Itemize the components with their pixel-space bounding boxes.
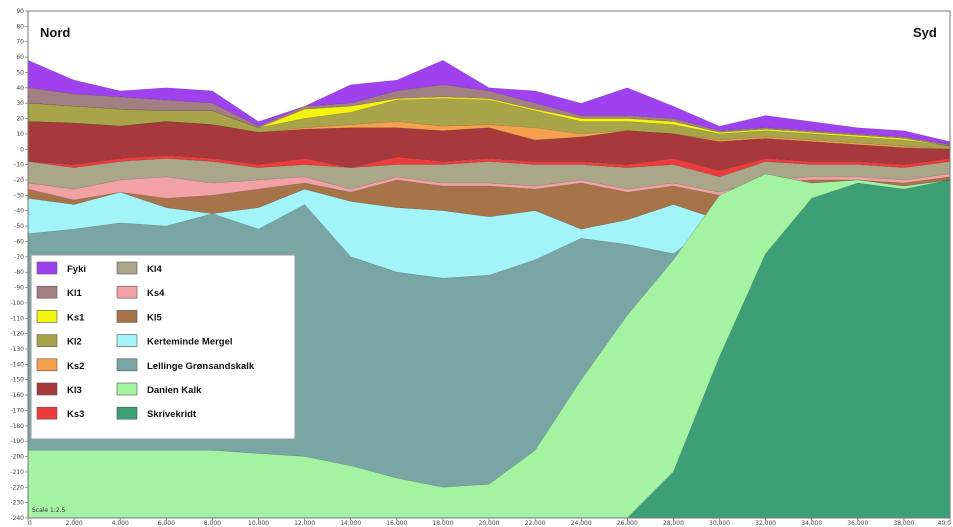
x-tick-label: 14,000 — [340, 520, 361, 527]
x-tick-label: 30,000 — [709, 520, 730, 527]
x-tick-label: 20,000 — [479, 520, 500, 527]
x-tick-label: 22,000 — [525, 520, 546, 527]
x-tick-label: 38,000 — [893, 520, 914, 527]
legend-label-kl4: Kl4 — [147, 264, 163, 275]
legend-swatch-kl5 — [116, 310, 138, 323]
x-tick-label: 24,000 — [571, 520, 592, 527]
y-tick-label: 10 — [16, 131, 24, 138]
legend-label-ks1: Ks1 — [67, 312, 85, 323]
legend-label-fyki: Fyki — [67, 264, 86, 275]
x-tick-label: 32,000 — [755, 520, 776, 527]
legend-label-kl1: Kl1 — [67, 288, 83, 299]
y-tick-label: -130 — [10, 346, 24, 353]
x-tick-label: 6,000 — [158, 520, 175, 527]
y-tick-label: 80 — [16, 23, 24, 30]
y-tick-label: -60 — [14, 238, 24, 245]
legend-swatch-ks1 — [36, 310, 58, 323]
legend-swatch-ks2 — [36, 358, 58, 372]
legend: Fyki Kl1 Ks1 Kl2 Ks2 Kl3 Ks3 Kl4 Ks4 Kl5 Kertemind… — [30, 254, 296, 440]
y-tick-label: -170 — [10, 407, 24, 414]
legend-swatch-ks4 — [116, 285, 138, 299]
legend-swatch-skrivekridt — [116, 406, 138, 420]
y-tick-label: 90 — [16, 8, 24, 15]
y-tick-label: 20 — [16, 116, 24, 123]
south-label: Syd — [913, 25, 937, 40]
y-tick-label: -80 — [14, 269, 24, 276]
y-tick-label: 40 — [16, 85, 24, 92]
legend-label-danien-kalk: Danien Kalk — [147, 385, 202, 396]
y-tick-label: -120 — [10, 331, 24, 338]
y-tick-label: -200 — [10, 454, 24, 461]
y-tick-label: -230 — [10, 500, 24, 507]
y-tick-label: -210 — [10, 469, 24, 476]
legend-label-kl3: Kl3 — [67, 385, 82, 396]
y-axis: 90 80 70 60 50 40 30 20 10 0 -10 -20 -30 -40 -50 -60 -70… — [10, 8, 28, 522]
legend-swatch-lellinge-gr-nsandskalk — [116, 358, 138, 372]
legend-label-ks2: Ks2 — [67, 361, 84, 372]
y-tick-label: -50 — [14, 223, 24, 230]
legend-label-ks4: Ks4 — [147, 288, 165, 299]
y-tick-label: 60 — [16, 54, 24, 61]
legend-swatch-danien-kalk — [116, 382, 138, 396]
y-tick-label: -40 — [14, 208, 24, 215]
y-tick-label: -240 — [10, 515, 24, 522]
legend-items: Fyki Kl1 Ks1 Kl2 Ks2 Kl3 Ks3 Kl4 Ks4 Kl5 Kertemind… — [36, 261, 255, 420]
x-tick-label: 26,000 — [617, 520, 638, 527]
scale-label: Scale 1:2.5 — [32, 507, 66, 514]
legend-label-kl2: Kl2 — [67, 337, 82, 348]
y-tick-label: 0 — [20, 146, 24, 153]
legend-swatch-kerteminde-mergel — [116, 334, 138, 347]
legend-swatch-kl2 — [36, 334, 58, 347]
x-tick-label: 4,000 — [112, 520, 129, 527]
y-tick-label: -10 — [14, 162, 24, 169]
y-tick-label: -110 — [10, 315, 24, 322]
y-tick-label: 30 — [16, 100, 24, 107]
legend-swatch-kl1 — [36, 285, 58, 299]
legend-label-ks3: Ks3 — [67, 409, 84, 420]
x-tick-label: 2,000 — [66, 520, 83, 527]
legend-label-skrivekridt: Skrivekridt — [147, 409, 197, 420]
legend-label-kl5: Kl5 — [147, 312, 163, 323]
y-tick-label: -70 — [14, 254, 24, 261]
north-label: Nord — [40, 25, 70, 40]
y-tick-label: 70 — [16, 39, 24, 46]
legend-swatch-kl4 — [116, 261, 138, 275]
y-tick-label: -20 — [14, 177, 24, 184]
y-tick-label: -180 — [10, 423, 24, 430]
x-tick-label: 34,000 — [801, 520, 822, 527]
legend-swatch-ks3 — [36, 406, 58, 420]
y-tick-label: -30 — [14, 192, 24, 199]
y-tick-label: -220 — [10, 484, 24, 491]
y-tick-label: -140 — [10, 361, 24, 368]
y-tick-label: 50 — [16, 69, 24, 76]
y-tick-label: -90 — [14, 285, 24, 292]
x-tick-label: 16,000 — [386, 520, 407, 527]
legend-box — [30, 254, 296, 440]
y-tick-label: -160 — [10, 392, 24, 399]
x-axis: 0 2,000 4,000 6,000 8,000 10,000 12,000 14,000 1… — [27, 518, 952, 527]
legend-swatch-fyki — [36, 261, 58, 275]
x-tick-label: 12,000 — [294, 520, 315, 527]
x-tick-label: 10,000 — [248, 520, 269, 527]
x-tick-label: 18,000 — [432, 520, 453, 527]
legend-label-lellinge-gr-nsandskalk: Lellinge Grønsandskalk — [147, 361, 255, 372]
y-tick-label: -100 — [10, 300, 24, 307]
x-tick-label: 0 — [28, 520, 32, 527]
legend-swatch-kl3 — [36, 382, 58, 396]
legend-label-kerteminde-mergel: Kerteminde Mergel — [147, 337, 233, 348]
y-tick-label: -150 — [10, 377, 24, 384]
x-tick-label: 28,000 — [663, 520, 684, 527]
y-tick-label: -190 — [10, 438, 24, 445]
x-tick-label: 36,000 — [847, 520, 868, 527]
x-tick-label: 40,0 — [938, 520, 952, 527]
x-tick-label: 8,000 — [204, 520, 221, 527]
